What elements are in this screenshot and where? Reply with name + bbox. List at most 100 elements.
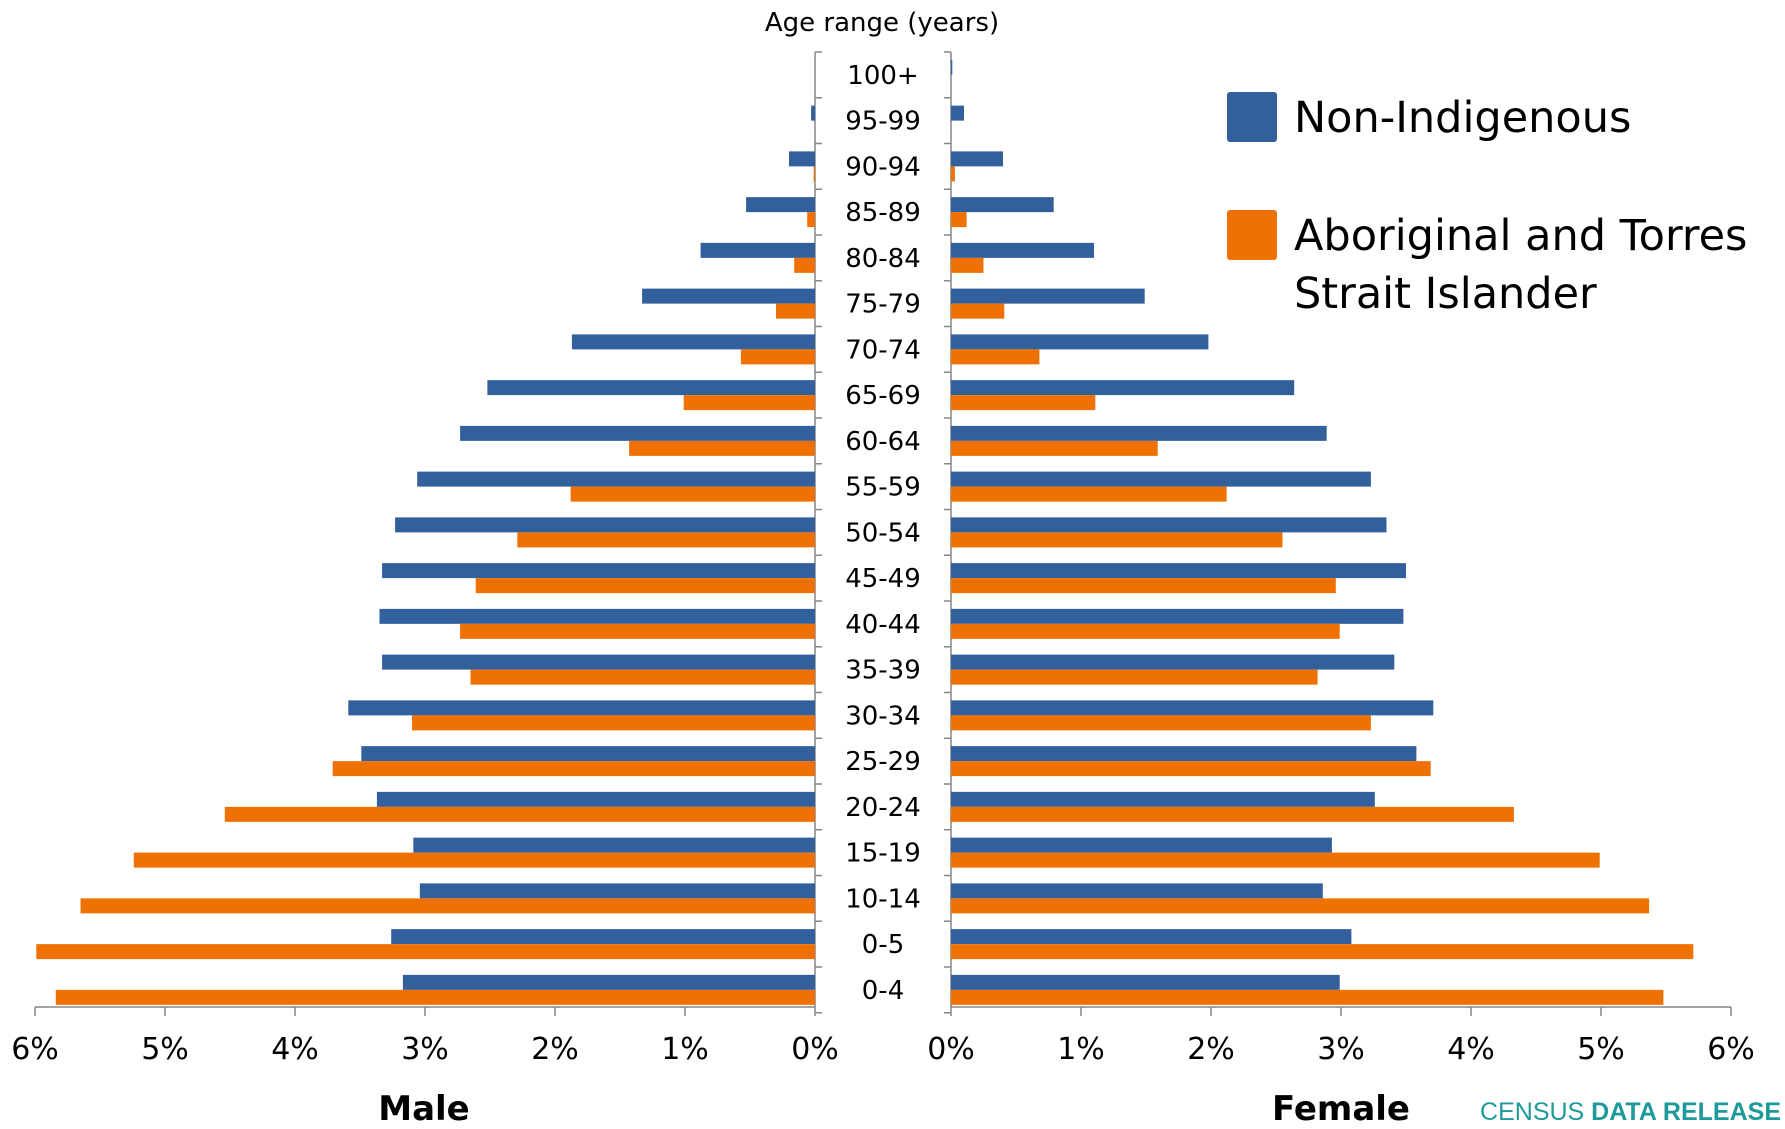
age-category-label: 20-24: [845, 793, 921, 823]
branding: CENSUS DATA RELEASE: [1480, 1098, 1781, 1126]
female-non-indigenous-bar: [951, 929, 1352, 945]
male-indigenous-bar: [470, 669, 815, 685]
labels: 6% 5% 4% 3% 2% 1% 0% 0% 1% 2% 3% 4% 5% 6% 100+ 95-99 90-…: [11, 61, 1755, 1067]
female-non-indigenous-bar: [951, 105, 964, 121]
age-category-label: 55-59: [845, 473, 921, 503]
female-indigenous-bar: [951, 623, 1340, 639]
female-indigenous-bar: [951, 257, 984, 273]
age-category-label: 10-14: [845, 884, 921, 914]
female-non-indigenous-bar: [951, 974, 1340, 990]
female-non-indigenous-bar: [951, 151, 1003, 167]
male-indigenous-bar: [133, 852, 816, 868]
female-non-indigenous-bar: [951, 334, 1209, 350]
male-indigenous-bar: [776, 303, 815, 319]
age-category-label: 35-39: [845, 656, 921, 686]
male-indigenous-bar: [570, 486, 815, 502]
male-indigenous-bar: [55, 989, 816, 1005]
male-non-indigenous-bar: [395, 517, 815, 533]
branding-census: CENSUS: [1480, 1098, 1591, 1126]
female-non-indigenous-bar: [951, 288, 1145, 304]
male-non-indigenous-bar: [417, 471, 815, 487]
age-category-label: 0-5: [862, 930, 904, 960]
male-non-indigenous-bar: [811, 105, 815, 121]
male-non-indigenous-bar: [789, 151, 815, 167]
age-category-label: 70-74: [845, 335, 921, 365]
female-indigenous-bar: [951, 303, 1005, 319]
male-indigenous-bar: [332, 761, 815, 777]
female-non-indigenous-bar: [951, 883, 1323, 899]
female-indigenous-bar: [951, 989, 1664, 1005]
female-non-indigenous-bar: [951, 471, 1371, 487]
male-indigenous-bar: [629, 440, 815, 456]
female-x-tick-label: 5%: [1577, 1032, 1625, 1067]
female-indigenous-bar: [951, 578, 1336, 594]
male-non-indigenous-bar: [382, 654, 815, 670]
female-non-indigenous-bar: [951, 59, 953, 75]
age-category-label: 65-69: [845, 381, 921, 411]
male-non-indigenous-bar: [419, 883, 815, 899]
legend-label: Aboriginal and Torres: [1294, 211, 1747, 261]
female-non-indigenous-bar: [951, 700, 1434, 716]
age-category-label: 90-94: [845, 152, 921, 182]
male-indigenous-bar: [813, 166, 815, 182]
female-indigenous-bar: [951, 212, 967, 228]
age-category-label: 60-64: [845, 427, 921, 457]
female-non-indigenous-bar: [951, 654, 1395, 670]
male-indigenous-bar: [683, 395, 815, 411]
female-indigenous-bar: [951, 806, 1514, 822]
female-x-tick-label: 4%: [1447, 1032, 1495, 1067]
male-indigenous-bar: [412, 715, 815, 731]
male-x-tick-label: 3%: [401, 1032, 449, 1067]
male-non-indigenous-bar: [348, 700, 815, 716]
male-non-indigenous-bar: [642, 288, 815, 304]
male-non-indigenous-bar: [376, 791, 815, 807]
legend-swatch: [1227, 210, 1277, 260]
female-indigenous-bar: [951, 944, 1694, 960]
legend-label: Strait Islander: [1294, 269, 1597, 319]
male-non-indigenous-bar: [379, 608, 815, 624]
female-x-tick-label: 3%: [1317, 1032, 1365, 1067]
female-non-indigenous-bar: [951, 517, 1387, 533]
female-non-indigenous-bar: [951, 791, 1375, 807]
male-indigenous-bar: [794, 257, 815, 273]
female-indigenous-bar: [951, 349, 1040, 365]
male-indigenous-bar: [36, 944, 816, 960]
male-indigenous-bar: [475, 578, 815, 594]
male-indigenous-bar: [224, 806, 816, 822]
male-indigenous-bar: [807, 212, 815, 228]
female-indigenous-bar: [951, 395, 1096, 411]
age-category-label: 100+: [847, 61, 918, 91]
female-indigenous-bar: [951, 486, 1227, 502]
male-non-indigenous-bar: [571, 334, 815, 350]
male-panel-title: Male: [378, 1089, 470, 1129]
female-indigenous-bar: [951, 898, 1650, 914]
male-non-indigenous-bar: [460, 425, 815, 441]
branding-data-release: DATA RELEASE: [1591, 1098, 1781, 1126]
male-indigenous-bar: [460, 623, 815, 639]
male-non-indigenous-bar: [361, 746, 815, 762]
male-x-tick-label: 1%: [661, 1032, 709, 1067]
age-category-label: 80-84: [845, 244, 921, 274]
male-non-indigenous-bar: [402, 974, 815, 990]
female-indigenous-bar: [951, 715, 1371, 731]
male-non-indigenous-bar: [700, 242, 815, 258]
male-non-indigenous-bar: [382, 563, 815, 579]
female-panel-title: Female: [1272, 1089, 1410, 1129]
female-non-indigenous-bar: [951, 563, 1406, 579]
female-indigenous-bar: [951, 166, 955, 182]
female-x-tick-label: 1%: [1057, 1032, 1105, 1067]
male-x-tick-label: 6%: [11, 1032, 59, 1067]
age-category-label: 40-44: [845, 610, 921, 640]
male-x-tick-label: 2%: [531, 1032, 579, 1067]
male-non-indigenous-bar: [746, 197, 815, 213]
female-x-tick-label: 0%: [927, 1032, 975, 1067]
female-x-tick-label: 2%: [1187, 1032, 1235, 1067]
bars: [36, 59, 1694, 1005]
female-non-indigenous-bar: [951, 746, 1417, 762]
male-x-tick-label: 0%: [791, 1032, 839, 1067]
female-x-tick-label: 6%: [1707, 1032, 1755, 1067]
age-category-label: 0-4: [862, 976, 904, 1006]
female-indigenous-bar: [951, 761, 1431, 777]
legend-label: Non-Indigenous: [1294, 93, 1631, 143]
male-non-indigenous-bar: [391, 929, 815, 945]
